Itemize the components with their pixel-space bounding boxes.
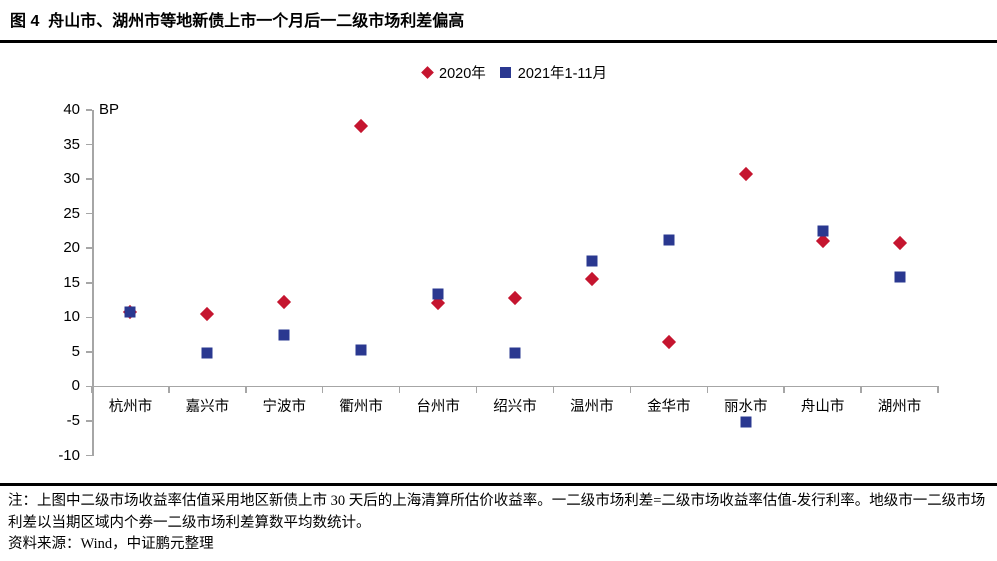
data-point-2021 [586, 255, 598, 267]
bottom-divider [0, 483, 997, 486]
data-point-2021 [663, 234, 675, 246]
chart-note: 注：上图中二级市场收益率估值采用地区新债上市 30 天后的上海清算所估价收益率。… [8, 493, 986, 531]
data-point-2020 [892, 235, 907, 250]
x-category-label: 舟山市 [800, 399, 845, 416]
y-tick-label: 0 [71, 377, 80, 395]
y-tick [86, 351, 92, 353]
y-tick-label: -10 [58, 446, 80, 464]
x-tick [245, 386, 247, 394]
data-point-2021 [817, 225, 829, 237]
data-point-2020 [277, 295, 292, 310]
x-tick [629, 386, 632, 394]
legend-label-2020: 2020年 [439, 66, 486, 82]
y-tick [86, 109, 92, 111]
x-category-label: 宁波市 [262, 399, 307, 416]
y-tick-label: 20 [63, 239, 80, 257]
data-point-2020 [738, 167, 753, 182]
y-tick-label: 15 [63, 273, 80, 291]
x-tick [321, 386, 324, 394]
y-tick [86, 385, 92, 388]
data-point-2021 [509, 347, 521, 359]
x-tick [860, 386, 862, 394]
y-tick [86, 282, 92, 284]
y-tick-label: 10 [63, 308, 80, 326]
data-point-2020 [200, 306, 215, 321]
y-tick [86, 178, 92, 180]
data-point-2020 [507, 290, 523, 306]
y-tick-label: 40 [63, 101, 80, 118]
x-tick [706, 386, 709, 394]
data-point-2021 [124, 306, 136, 318]
data-point-2021 [278, 329, 290, 341]
x-category-label: 丽水市 [723, 399, 768, 416]
y-tick-label: 5 [71, 342, 80, 360]
top-divider [0, 40, 997, 43]
data-point-2021 [432, 288, 444, 300]
y-tick [86, 212, 92, 215]
legend-item-2021: 2021年1-11月 [499, 62, 607, 83]
y-axis [92, 110, 94, 456]
x-tick [937, 386, 939, 394]
x-axis [92, 385, 938, 388]
data-point-2020 [354, 118, 369, 133]
x-category-label: 衢州市 [339, 399, 383, 416]
x-category-label: 台州市 [416, 399, 460, 416]
data-point-2021 [355, 344, 367, 356]
data-point-2020 [661, 335, 676, 350]
y-tick [86, 420, 92, 422]
y-tick-label: -5 [66, 411, 80, 429]
data-point-2021 [201, 347, 213, 359]
legend-label-2021: 2021年1-11月 [517, 66, 607, 82]
y-tick-label: 30 [63, 170, 80, 188]
figure-title: 图 4 舟山市、湖州市等地新债上市一个月后一二级市场利差偏高 [10, 13, 465, 30]
x-tick [398, 386, 401, 394]
x-category-label: 金华市 [647, 399, 691, 416]
x-tick [783, 386, 785, 394]
x-tick [475, 386, 478, 394]
data-point-2020 [584, 271, 599, 286]
data-point-2021 [894, 271, 906, 283]
y-axis-unit-label: BP [99, 101, 120, 118]
y-tick-label: 35 [63, 135, 80, 153]
data-source: 资料来源：Wind，中证鹏元整理 [8, 536, 214, 552]
y-tick [86, 143, 92, 146]
y-tick [86, 454, 92, 457]
x-category-label: 温州市 [570, 399, 614, 416]
x-category-label: 湖州市 [877, 399, 922, 416]
y-tick-label: 25 [63, 204, 80, 222]
square-marker-icon [499, 67, 511, 78]
y-tick [86, 247, 92, 249]
x-tick [168, 386, 170, 394]
chart-legend: 2020年 2021年1-11月 [92, 62, 938, 83]
x-category-label: 杭州市 [108, 399, 153, 416]
data-point-2021 [740, 416, 752, 428]
x-tick [91, 386, 93, 394]
x-category-label: 绍兴市 [493, 399, 537, 416]
x-tick [552, 386, 555, 394]
y-tick [86, 316, 92, 319]
legend-item-2020: 2020年 [421, 62, 486, 83]
x-category-label: 嘉兴市 [185, 399, 230, 416]
